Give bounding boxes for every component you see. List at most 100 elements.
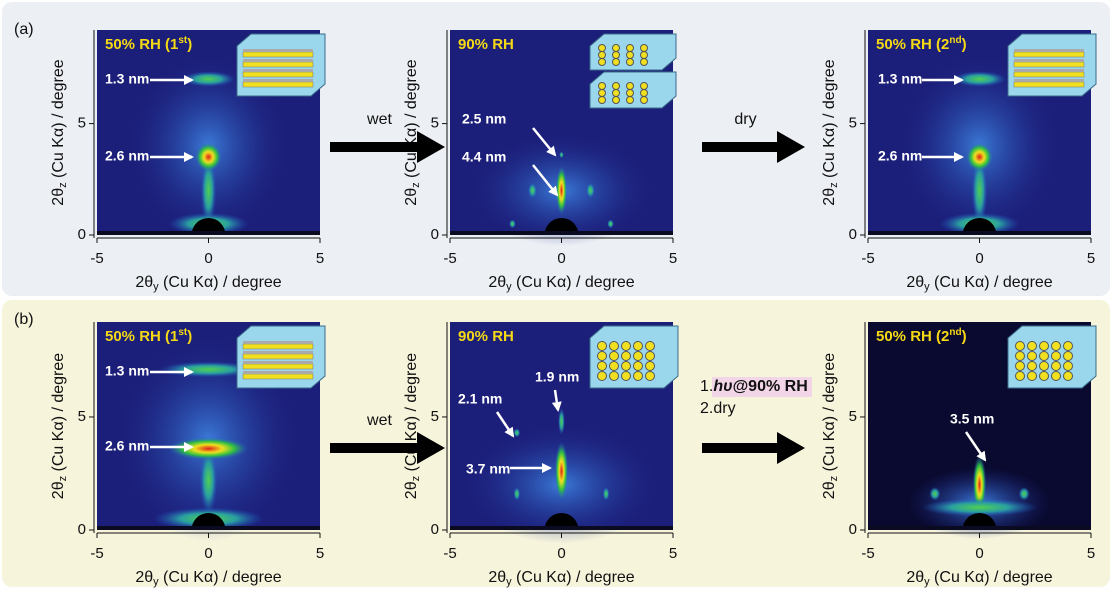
- inset-cylinder: [622, 352, 631, 361]
- x-axis-label-end: (Cu Kα) / degree: [512, 274, 635, 291]
- x-axis-label-end: (Cu Kα) / degree: [159, 274, 282, 291]
- x-tick-label: -5: [90, 250, 103, 267]
- inset-cylinder: [1016, 352, 1025, 361]
- scattering-feature: [555, 442, 568, 501]
- inset-layer-top: [1014, 49, 1084, 52]
- inset-cylinder: [1052, 342, 1061, 351]
- scattering-feature: [556, 166, 567, 215]
- x-tick-label: 5: [669, 545, 677, 562]
- title-end: ): [962, 36, 967, 53]
- x-axis-label-end: (Cu Kα) / degree: [512, 569, 635, 586]
- inset-cylinder: [613, 59, 620, 66]
- x-tick-label: 5: [1087, 545, 1095, 562]
- inset-cylinder: [610, 372, 619, 381]
- inset-cylinder: [634, 372, 643, 381]
- x-axis-label-main: 2θ: [906, 274, 924, 291]
- scattering-feature: [509, 219, 516, 228]
- inset-cylinder: [1064, 342, 1073, 351]
- y-axis-label-main: 2θ: [50, 481, 67, 499]
- transition-step: 2.dry: [700, 400, 736, 417]
- title-sup: nd: [949, 35, 961, 46]
- inset-layer-top: [243, 59, 313, 62]
- inset-layer: [243, 82, 313, 87]
- annotation: 2.1 nm: [458, 391, 502, 407]
- scattering-feature: [603, 487, 610, 501]
- inset-cylinder: [622, 342, 631, 351]
- inset-cylinder: [1016, 372, 1025, 381]
- y-tick-label: 5: [431, 408, 439, 425]
- inset-cylinder: [1040, 342, 1049, 351]
- x-axis-label-end: (Cu Kα) / degree: [159, 569, 282, 586]
- inset-layer: [243, 364, 313, 369]
- title-sup: nd: [949, 327, 961, 338]
- inset-layer-top: [243, 49, 313, 52]
- scattering-feature: [586, 183, 595, 199]
- y-axis-label-end: (Cu Kα) / degree: [403, 59, 420, 182]
- annotation: 3.7 nm: [466, 461, 510, 477]
- title-main: 50% RH (2: [876, 328, 949, 345]
- scattering-feature: [929, 487, 940, 501]
- inset-cylinder: [1064, 372, 1073, 381]
- inset-layer: [243, 354, 313, 359]
- title-main: 50% RH (1: [105, 36, 178, 53]
- inset-layer: [1014, 72, 1084, 77]
- inset-layer-top: [243, 351, 313, 354]
- inset-layer-top: [243, 79, 313, 82]
- inset: [1008, 326, 1096, 388]
- y-axis-label-main: 2θ: [821, 188, 838, 206]
- title-main: 50% RH (2: [876, 36, 949, 53]
- inset-cylinder: [1028, 362, 1037, 371]
- inset-cylinder: [1064, 352, 1073, 361]
- inset-layer: [243, 344, 313, 349]
- x-axis-label-main: 2θ: [488, 569, 506, 586]
- inset-cylinder: [599, 52, 606, 59]
- image-title: 90% RH: [458, 36, 514, 53]
- scattering-feature: [1019, 487, 1030, 501]
- y-tick-label: 0: [431, 226, 439, 243]
- inset-cylinder: [599, 45, 606, 52]
- y-tick-label: 5: [431, 115, 439, 132]
- annotation: 1.3 nm: [105, 71, 149, 87]
- inset-cylinder: [599, 97, 606, 104]
- x-axis-label-end: (Cu Kα) / degree: [930, 569, 1053, 586]
- inset-cylinder: [634, 352, 643, 361]
- inset-cylinder: [613, 83, 620, 90]
- inset-cylinder: [1040, 362, 1049, 371]
- scattering-feature: [966, 143, 993, 172]
- inset-layer-top: [1014, 59, 1084, 62]
- inset-cylinder: [610, 362, 619, 371]
- inset-cylinder: [599, 83, 606, 90]
- figure: (a)50% RH (1st)1.3 nm2.6 nm-505052θy (Cu…: [0, 0, 1112, 589]
- inset-cylinder: [613, 97, 620, 104]
- inset-layer: [243, 72, 313, 77]
- x-tick-label: 0: [975, 545, 983, 562]
- scattering-feature: [514, 487, 521, 501]
- inset: [1008, 34, 1096, 96]
- x-tick-label: 0: [204, 250, 212, 267]
- inset-cylinder: [598, 342, 607, 351]
- horizon: [450, 231, 673, 235]
- y-tick-label: 5: [849, 115, 857, 132]
- horizon: [97, 231, 320, 235]
- transition-label: wet: [366, 111, 392, 128]
- y-tick-label: 5: [78, 115, 86, 132]
- step-num: 2.: [700, 400, 713, 417]
- annotation: 4.4 nm: [462, 149, 506, 165]
- x-tick-label: -5: [861, 250, 874, 267]
- annotation: 2.6 nm: [105, 148, 149, 164]
- inset-cylinder: [613, 45, 620, 52]
- inset-cylinder: [627, 52, 634, 59]
- inset-layer: [1014, 82, 1084, 87]
- horizon: [868, 526, 1091, 530]
- inset-cylinder: [646, 342, 655, 351]
- annotation: 1.3 nm: [878, 71, 922, 87]
- panel-label: (b): [14, 311, 34, 328]
- title-end: ): [962, 328, 967, 345]
- horizon: [97, 526, 320, 530]
- x-tick-label: 5: [1087, 250, 1095, 267]
- inset-cylinder: [627, 59, 634, 66]
- inset-layer: [243, 52, 313, 57]
- x-tick-label: 5: [669, 250, 677, 267]
- inset-cylinder: [1028, 342, 1037, 351]
- y-tick-label: 5: [849, 408, 857, 425]
